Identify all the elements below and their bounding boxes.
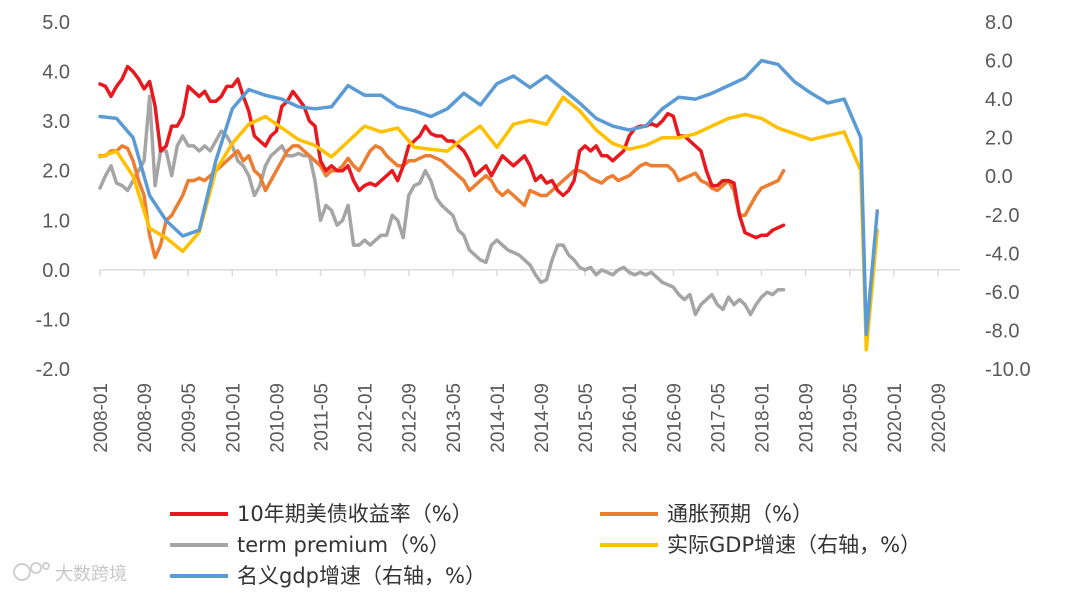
watermark-text: 大数跨境 [55, 564, 127, 585]
y-left-tick-label: 0.0 [42, 260, 70, 282]
right-axis-ticks: -10.0 -8.0 -6.0 -4.0 -2.0 0.0 2.0 4.0 6.0 8.0 [985, 12, 1031, 381]
y-right-tick-label: -4.0 [985, 243, 1019, 265]
series-term-premium [98, 94, 786, 317]
y-right-tick-label: -6.0 [985, 282, 1019, 304]
x-tick-label: 2020-09 [929, 383, 950, 453]
series-lines [98, 58, 880, 352]
y-right-tick-label: -2.0 [985, 205, 1019, 227]
series-nominal-gdp [98, 58, 880, 337]
x-tick-label: 2010-09 [267, 383, 288, 453]
series-10y-yield [98, 64, 786, 240]
series-inflation-expectation [98, 144, 786, 260]
legend-item-real-gdp: 实际GDP增速（右轴，%） [600, 533, 921, 557]
legend-label-term-premium: term premium（%） [237, 533, 450, 557]
legend: 10年期美债收益率（%） 通胀预期（%） term premium（%） 实际G… [170, 502, 921, 588]
left-axis-ticks: -2.0 -1.0 0.0 1.0 2.0 3.0 4.0 5.0 [36, 12, 70, 381]
series-real-gdp [98, 95, 880, 352]
y-right-tick-label: 0.0 [985, 166, 1013, 188]
x-tick-label: 2014-01 [488, 383, 509, 453]
y-right-tick-label: 2.0 [985, 128, 1013, 150]
y-right-tick-label: -10.0 [985, 359, 1031, 381]
legend-label-real-gdp: 实际GDP增速（右轴，%） [667, 533, 921, 557]
y-left-tick-label: 4.0 [42, 62, 70, 84]
x-tick-label: 2015-05 [576, 383, 597, 453]
y-left-tick-label: -1.0 [36, 309, 70, 331]
x-tick-label: 2017-05 [708, 383, 729, 453]
x-tick-label: 2008-09 [135, 383, 156, 453]
legend-label-inflation-expectation: 通胀预期（%） [667, 502, 813, 526]
y-left-tick-label: 5.0 [42, 12, 70, 34]
x-tick-label: 2009-05 [179, 383, 200, 453]
y-left-tick-label: 1.0 [42, 210, 70, 232]
x-tick-label: 2016-01 [620, 383, 641, 453]
legend-item-inflation-expectation: 通胀预期（%） [600, 502, 813, 526]
legend-label-10y-yield: 10年期美债收益率（%） [237, 502, 473, 526]
legend-label-nominal-gdp: 名义gdp增速（右轴，%） [237, 564, 486, 588]
y-left-tick-label: -2.0 [36, 359, 70, 381]
x-tick-label: 2013-05 [444, 383, 465, 453]
x-tick-label: 2016-09 [664, 383, 685, 453]
y-right-tick-label: -8.0 [985, 320, 1019, 342]
x-tick-label: 2020-01 [885, 383, 906, 453]
legend-item-term-premium: term premium（%） [170, 533, 450, 557]
y-right-tick-label: 4.0 [985, 89, 1013, 111]
watermark-logo-icon [13, 562, 50, 581]
legend-item-10y-yield: 10年期美债收益率（%） [170, 502, 473, 526]
y-right-tick-label: 6.0 [985, 51, 1013, 73]
y-left-tick-label: 2.0 [42, 161, 70, 183]
x-tick-label: 2019-05 [841, 383, 862, 453]
y-left-tick-label: 3.0 [42, 111, 70, 133]
x-tick-label: 2011-05 [312, 383, 333, 451]
legend-item-nominal-gdp: 名义gdp增速（右轴，%） [170, 564, 486, 588]
x-tick-label: 2012-01 [356, 383, 377, 453]
x-tick-label: 2012-09 [400, 383, 421, 453]
y-right-tick-label: 8.0 [985, 12, 1013, 34]
x-axis-ticks: 2008-01 2008-09 2009-05 2010-01 2010-09 2011-… [91, 269, 950, 453]
watermark: 大数跨境 [13, 562, 127, 585]
x-tick-label: 2008-01 [91, 383, 112, 453]
x-tick-label: 2010-01 [223, 383, 244, 453]
x-tick-label: 2014-09 [532, 383, 553, 453]
x-tick-label: 2018-09 [797, 383, 818, 453]
x-tick-label: 2018-01 [753, 383, 774, 453]
